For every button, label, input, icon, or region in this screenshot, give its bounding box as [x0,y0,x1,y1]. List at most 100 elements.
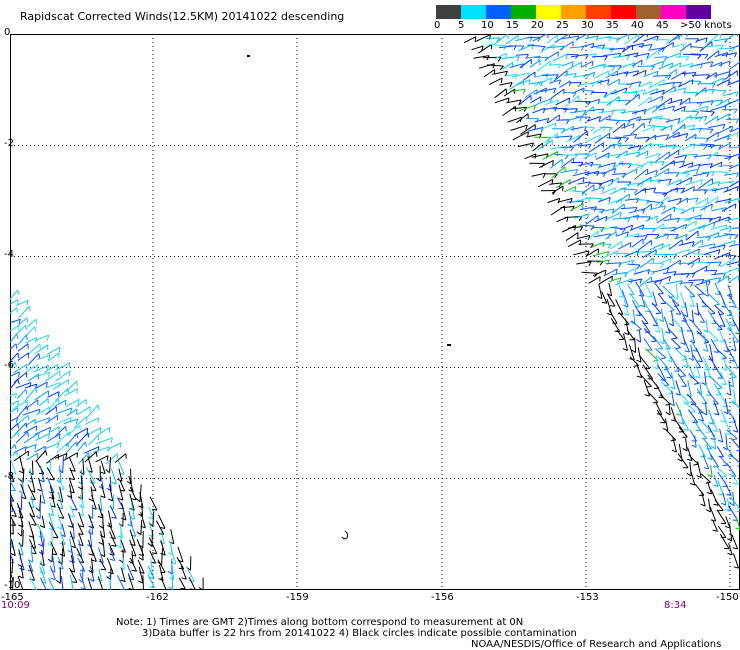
scale-swatch [586,5,611,19]
wind-barb [713,383,722,396]
wind-barb [30,546,34,563]
wind-barb [573,154,578,160]
wind-barb [655,317,661,333]
wind-barb [607,70,610,76]
wind-barb [695,37,708,42]
wind-barb [10,538,16,556]
wind-barb [618,62,636,69]
wind-barb [658,356,670,370]
wind-barb [634,337,637,353]
lon-label: -159 [286,592,309,603]
lat-label: -6 [4,360,14,371]
wind-barb [663,428,668,431]
wind-barb [706,106,709,112]
wind-barb [10,371,20,377]
wind-barb [492,63,496,69]
wind-barb [100,476,104,489]
scale-label: >50 knots [680,20,732,31]
wind-barb [84,446,100,454]
wind-barb [703,341,709,344]
wind-barb [629,293,641,308]
wind-barb [635,52,639,58]
wind-barb [687,447,693,461]
wind-barb [644,153,661,159]
wind-barb [486,37,500,39]
wind-barb [25,389,28,395]
wind-barb [57,443,60,449]
wind-barb [710,61,723,68]
wind-barb [90,479,97,491]
wind-barb [645,134,656,143]
wind-barb [585,134,601,143]
wind-barb [47,365,49,371]
wind-barb [48,352,60,362]
wind-barb [67,442,70,448]
wind-barb [180,565,187,580]
wind-barb [710,111,715,117]
wind-barb [732,366,739,369]
wind-barb [698,248,700,255]
wind-barb [621,228,626,234]
wind-barb [596,171,600,177]
wind-barb [722,354,728,371]
wind-barb [709,128,714,134]
wind-barb [49,565,56,580]
wind-barb [590,44,605,48]
wind-barb [564,73,577,76]
wind-barb [668,322,674,327]
wind-barb [714,188,718,194]
wind-barb [588,144,592,150]
wind-barb [129,486,137,501]
wind-barb [18,319,21,325]
wind-barb [627,34,630,40]
wind-barb [638,44,653,48]
wind-barb [706,131,719,140]
wind-barb [728,61,740,71]
wind-barb [731,348,737,352]
wind-barb [572,171,590,177]
wind-barb [638,310,649,324]
wind-barb [654,233,669,240]
wind-barb [17,532,22,537]
wind-barb [654,168,670,178]
wind-barb [565,54,568,60]
wind-barb [585,74,590,80]
wind-barb [658,243,671,250]
wind-barb [626,329,635,341]
wind-barb [722,124,726,130]
wind-barb [642,364,654,380]
wind-barb [542,74,559,76]
wind-barb [78,578,83,583]
lat-label: -8 [4,471,14,482]
wind-barb [471,45,484,51]
wind-barb [10,318,21,324]
wind-barb [530,96,542,104]
wind-barb [96,477,101,482]
wind-barb [649,143,664,146]
wind-barb [611,66,616,72]
wind-barb [716,446,725,458]
wind-barb [673,248,690,256]
wind-barb [607,294,616,307]
wind-barb [616,280,625,298]
wind-barb [69,467,76,480]
wind-barb [626,231,629,237]
wind-barb [35,450,47,462]
wind-barb [705,509,711,513]
wind-barb [527,131,529,137]
plot-frame [10,34,740,590]
wind-barb [717,480,724,496]
wind-barb [45,406,57,416]
wind-barb [31,460,34,475]
wind-barb [16,317,28,328]
wind-barb [652,291,658,306]
wind-barb [683,400,696,412]
wind-barb [726,260,740,266]
wind-barb [733,482,739,485]
wind-barb [598,275,613,285]
wind-barb [148,506,154,520]
wind-barb [705,232,720,239]
wind-barb [47,355,51,361]
wind-barb [86,428,89,434]
wind-barb [578,216,583,221]
